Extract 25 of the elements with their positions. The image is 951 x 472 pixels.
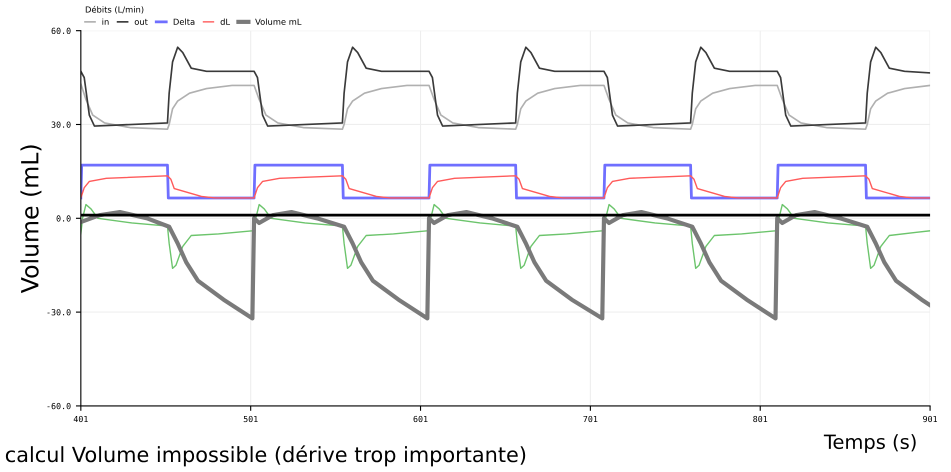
x-tick-label: 601 (414, 416, 428, 422)
y-tick-label: 0.0 (56, 215, 71, 222)
line-series (80, 204, 930, 270)
x-tick-label: 401 (74, 416, 88, 422)
x-tick-label: 801 (753, 416, 768, 422)
y-tick-label: -30.0 (47, 309, 71, 316)
legend-label: out (134, 18, 148, 25)
legend-title: Débits (L/min) (86, 6, 144, 14)
legend-label: dL (220, 18, 230, 25)
x-tick-label: 901 (923, 416, 938, 422)
x-tick-label: 501 (244, 416, 258, 422)
x-axis-title: Temps (s) (824, 434, 916, 453)
legend-label: Delta (174, 18, 194, 25)
y-axis-title: Volume (mL) (20, 145, 42, 294)
legend-label: in (102, 18, 109, 25)
text: calcul Volume impossible (dérive trop importante) (6, 445, 526, 466)
legend-label: Volume mL (255, 18, 302, 25)
y-tick-label: -60.0 (47, 402, 71, 410)
y-tick-label: 30.0 (52, 121, 71, 128)
line-series (80, 46, 930, 127)
x-tick-label: 701 (583, 416, 598, 422)
line-series (80, 210, 930, 320)
line-series (80, 83, 930, 130)
y-tick-label: 60.0 (52, 28, 71, 34)
line-series (80, 175, 930, 199)
